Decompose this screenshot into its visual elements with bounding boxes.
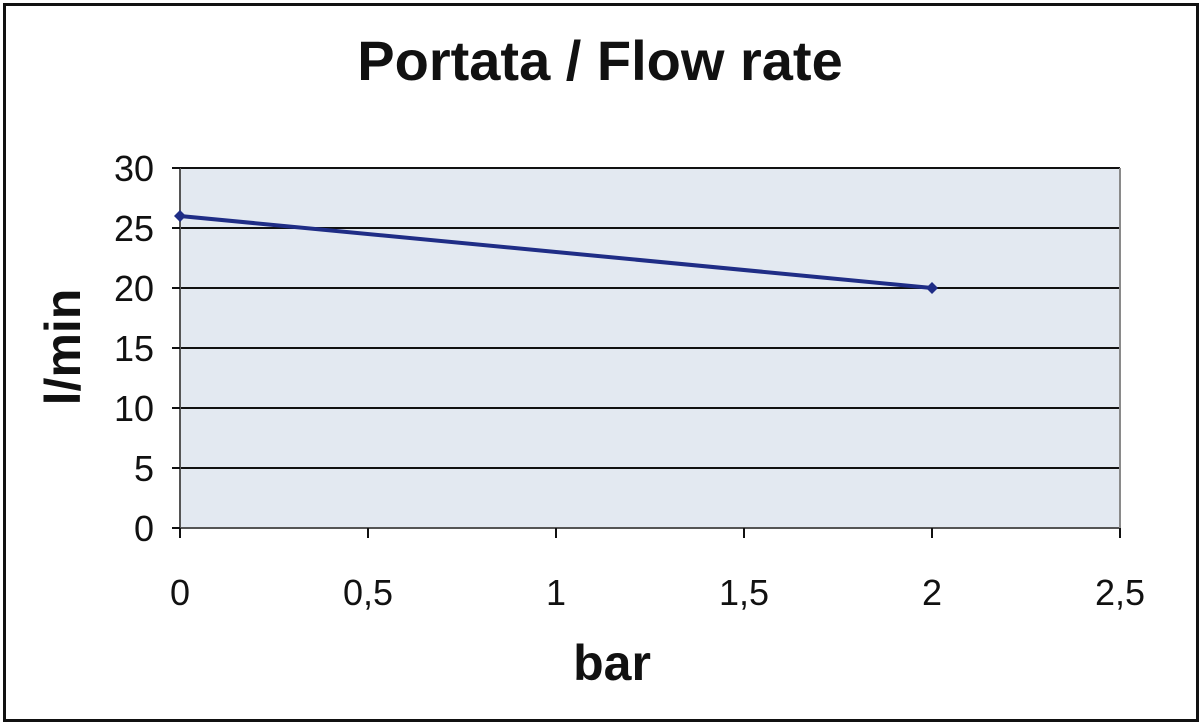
x-tick-label: 0 <box>170 572 190 613</box>
series-line <box>179 214 933 290</box>
y-tick-label: 0 <box>134 508 154 549</box>
y-axis-label: l/min <box>35 289 91 406</box>
x-tick-label: 2 <box>922 572 942 613</box>
axis-ticks: 0 5 10 15 20 25 30 0 0,5 1 1,5 2 2,5 <box>114 148 1145 613</box>
y-tick-label: 15 <box>114 328 154 369</box>
x-tick-label: 1,5 <box>719 572 769 613</box>
x-axis-label: bar <box>573 635 651 691</box>
y-tick-label: 20 <box>114 268 154 309</box>
y-tick-label: 10 <box>114 388 154 429</box>
y-tick-label: 5 <box>134 448 154 489</box>
series-flow-rate <box>174 210 938 294</box>
x-tick-label: 2,5 <box>1095 572 1145 613</box>
x-tick-label: 1 <box>546 572 566 613</box>
grid-lines <box>180 167 1120 469</box>
data-point <box>174 210 186 222</box>
y-tick-label: 30 <box>114 148 154 189</box>
data-point <box>926 282 938 294</box>
y-tick-label: 25 <box>114 208 154 249</box>
x-tick-label: 0,5 <box>343 572 393 613</box>
chart-title: Portata / Flow rate <box>357 29 842 92</box>
